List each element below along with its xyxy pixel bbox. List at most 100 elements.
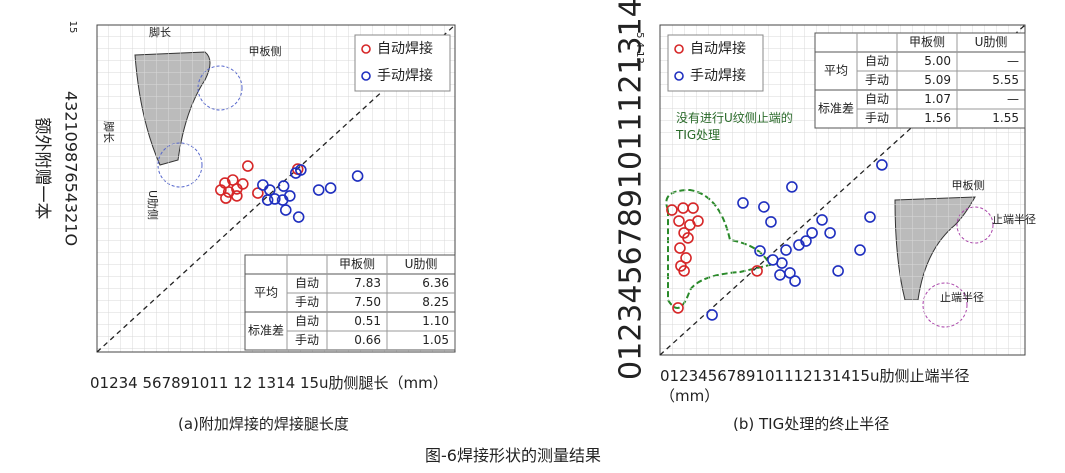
data-point — [666, 204, 678, 216]
data-point — [754, 245, 766, 257]
y-axis-text: 43210987654321O — [62, 91, 81, 246]
corner-text: 5 4 12 — [634, 32, 645, 64]
data-point — [751, 265, 763, 277]
y-axis-text: 0123456789101112131415 — [614, 0, 649, 380]
plot-frame — [659, 24, 1026, 356]
data-point — [789, 275, 801, 287]
legend-label: 手动焊接 — [690, 67, 746, 84]
data-point — [816, 214, 828, 226]
data-point — [672, 302, 684, 314]
data-point — [780, 244, 792, 256]
annotation: 没有进行U纹侧止端的TIG处理 — [676, 111, 793, 142]
caption: (a)附加焊接的焊接腿长度 — [178, 415, 349, 433]
data-point — [231, 190, 243, 202]
table-row-label: 自动 — [295, 314, 319, 328]
data-point — [824, 227, 836, 239]
table-cell: 1.07 — [924, 92, 951, 106]
data-point — [776, 257, 788, 269]
data-point — [854, 244, 866, 256]
legend-marker — [674, 71, 684, 81]
figure-title: 图-6焊接形状的测量结果 — [425, 446, 601, 465]
data-point — [324, 182, 337, 194]
data-point — [261, 194, 274, 206]
table-header: 甲板侧 — [339, 257, 375, 271]
data-point — [832, 265, 844, 277]
table-cell: 6.36 — [422, 276, 449, 290]
data-point — [215, 184, 227, 196]
table-cell: 1.10 — [422, 314, 449, 328]
data-point — [800, 235, 812, 247]
table-cell: 0.51 — [354, 314, 381, 328]
table-cell: — — [1007, 54, 1019, 68]
table-bg — [244, 254, 456, 351]
data-point — [774, 269, 786, 281]
data-point — [806, 227, 818, 239]
table-row-label: 手动 — [295, 295, 319, 309]
table-cell: 5.09 — [924, 73, 951, 87]
data-point — [220, 192, 232, 204]
table-header: U肋侧 — [405, 256, 438, 271]
table-row-label: 手动 — [295, 333, 319, 347]
table-cell: 1.55 — [992, 111, 1019, 125]
table-cell: 1.56 — [924, 111, 951, 125]
data-point — [758, 201, 770, 213]
data-point — [765, 216, 777, 228]
data-point — [279, 204, 292, 216]
legend-label: 自动焊接 — [377, 40, 433, 57]
data-point — [706, 309, 718, 321]
data-point — [673, 215, 685, 227]
data-point — [312, 184, 325, 196]
data-point — [876, 159, 888, 171]
table-row-label: 自动 — [865, 54, 889, 68]
table-cell: 7.83 — [354, 276, 381, 290]
legend-label: 自动焊接 — [690, 40, 746, 57]
table-cell: 7.50 — [354, 295, 381, 309]
caption: (b) TIG处理的终止半径 — [733, 415, 890, 433]
annotation: U肋侧 — [146, 190, 160, 220]
data-point — [277, 180, 290, 192]
data-point — [351, 170, 364, 182]
annotation: 甲板侧 — [952, 178, 985, 192]
data-point — [269, 193, 281, 205]
annotation: 甲板侧 — [249, 44, 282, 58]
table-cell: 5.00 — [924, 54, 951, 68]
data-point — [864, 211, 876, 223]
legend-box — [667, 34, 764, 92]
legend-box — [354, 34, 451, 92]
plot-frame — [96, 24, 456, 353]
y-axis-label: 额外附赠一本 — [32, 118, 52, 220]
table-group: 标准差 — [248, 324, 284, 338]
annotation: 脚长 — [149, 25, 171, 39]
corner-text: 15 — [67, 21, 78, 34]
table-group: 平均 — [254, 286, 278, 300]
legend-marker — [674, 44, 684, 54]
table-cell: 5.55 — [992, 73, 1019, 87]
legend-label: 手动焊接 — [377, 67, 433, 84]
table-cell: 8.25 — [422, 295, 449, 309]
data-point — [737, 197, 749, 209]
table-group: 平均 — [824, 64, 848, 78]
table-header: U肋侧 — [975, 34, 1008, 49]
data-point — [678, 265, 690, 277]
data-point — [276, 194, 289, 206]
table-cell: 1.05 — [422, 333, 449, 347]
table-row-label: 手动 — [865, 111, 889, 125]
annotation: 止端半径 — [940, 290, 984, 304]
data-point — [680, 252, 692, 264]
table-cell: — — [1007, 92, 1019, 106]
annotation: 止端半径 — [992, 212, 1036, 226]
reference-line — [659, 24, 1026, 356]
table-header: 甲板侧 — [909, 35, 945, 49]
table-cell: 0.66 — [354, 333, 381, 347]
data-point — [242, 160, 254, 172]
data-point — [692, 215, 704, 227]
x-axis-label: 01234 567891011 12 1314 15u肋侧腿长（mm） — [90, 374, 448, 392]
data-point — [252, 187, 264, 199]
legend-marker — [361, 71, 371, 81]
data-point — [786, 181, 798, 193]
data-point — [231, 183, 243, 195]
